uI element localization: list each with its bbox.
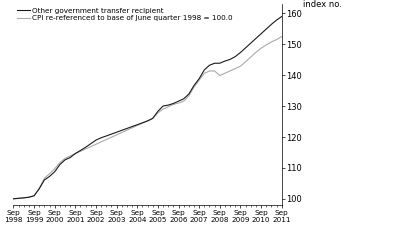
Legend: Other government transfer recipient, CPI re-referenced to base of June quarter 1: Other government transfer recipient, CPI… bbox=[17, 8, 233, 21]
Y-axis label: index no.: index no. bbox=[303, 0, 342, 9]
